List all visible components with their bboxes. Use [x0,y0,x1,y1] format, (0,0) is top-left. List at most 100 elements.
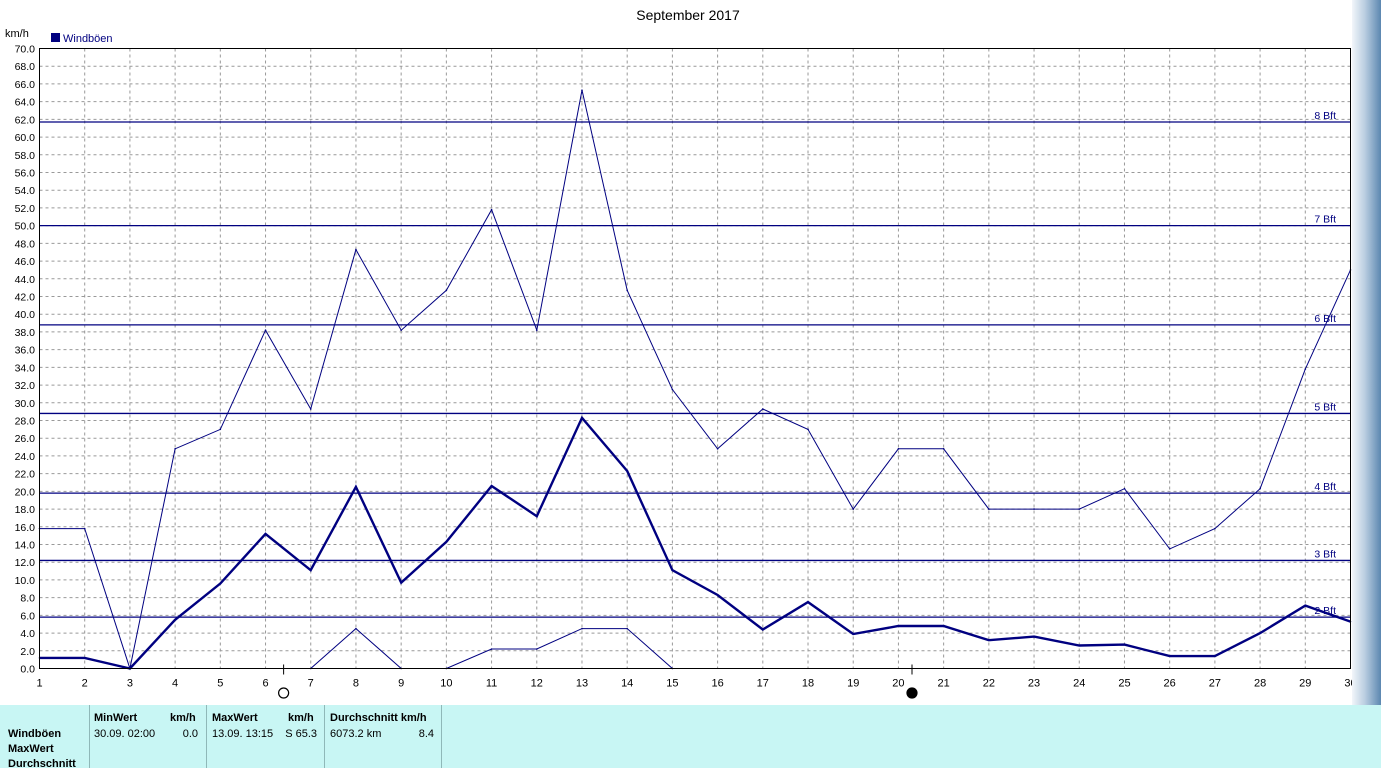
data-point-min [355,627,357,630]
data-point-average [1078,644,1081,647]
x-tick-label: 29 [1299,678,1311,690]
max-value: S 65.3 [285,728,317,740]
data-point-average [852,633,855,635]
data-point-average [535,515,538,517]
data-point-max [942,448,945,450]
x-tick-label: 26 [1164,678,1176,690]
y-tick-label: 0.0 [20,664,35,676]
y-tick-label: 36.0 [15,345,36,357]
series-line-average [39,415,1351,670]
max-header: MaxWert [212,712,258,724]
x-tick-label: 22 [983,678,995,690]
x-tick-label: 20 [892,678,904,690]
x-tick-label: 17 [757,678,769,690]
data-point-average [174,618,176,621]
data-point-max [626,289,628,292]
y-tick-label: 4.0 [20,628,35,640]
data-point-average [762,628,764,631]
x-tick-label: 27 [1209,678,1221,690]
avg-distance: 6073.2 km [330,728,382,740]
y-tick-label: 16.0 [15,522,36,534]
y-tick-label: 14.0 [15,540,36,552]
data-point-max [1078,508,1081,510]
data-point-max [309,408,312,410]
y-tick-label: 62.0 [15,114,36,126]
data-point-max [83,527,86,530]
y-tick-label: 40.0 [15,309,36,321]
y-tick-label: 20.0 [15,486,36,498]
data-point-max [581,89,583,91]
data-point-max [1259,487,1261,490]
y-tick-label: 26.0 [15,433,36,445]
data-point-average [716,594,719,596]
x-tick-label: 23 [1028,678,1040,690]
data-point-average [1304,604,1307,607]
x-tick-label: 7 [308,678,314,690]
x-tick-label: 1 [36,678,42,690]
data-point-max [1033,508,1035,510]
x-tick-label: 30 [1344,678,1352,690]
beaufort-label: 8 Bft [1314,110,1336,122]
data-point-max [1123,487,1126,490]
x-tick-label: 19 [847,678,859,690]
full-moon-icon [278,687,290,699]
y-tick-label: 48.0 [15,238,36,250]
legend-swatch [51,33,60,42]
series-lines [39,89,1351,671]
y-tick-label: 58.0 [15,150,36,162]
beaufort-label: 3 Bft [1314,548,1336,560]
y-tick-label: 2.0 [20,646,35,658]
beaufort-label: 5 Bft [1314,401,1336,413]
y-tick-label: 10.0 [15,575,36,587]
row-label-windboeen: Windböen [8,728,62,740]
x-tick-label: 14 [621,678,633,690]
data-point-average [264,533,267,535]
data-point-average [1033,635,1035,638]
min-datetime: 30.09. 02:00 [94,728,156,740]
max-datetime: 13.09. 13:15 [212,728,274,740]
data-point-min [581,627,583,630]
y-tick-label: 30.0 [15,398,36,410]
y-tick-label: 54.0 [15,185,36,197]
data-point-max [1214,527,1216,530]
series-line-max [39,89,1351,671]
data-point-max [219,428,222,431]
y-tick-label: 18.0 [15,504,36,516]
data-point-max [807,428,809,431]
min-unit: km/h [170,712,196,724]
plot-frame [39,48,1351,669]
x-tick-label: 12 [531,678,543,690]
data-point-average [219,582,222,585]
data-point-min [535,648,538,650]
data-point-average [671,569,674,571]
y-tick-label: 66.0 [15,79,36,91]
chart-title: September 2017 [636,7,740,23]
max-unit: km/h [288,712,314,724]
x-tick-label: 25 [1118,678,1130,690]
data-point-max [174,448,176,450]
y-tick-label: 60.0 [15,132,36,144]
x-tick-label: 6 [262,678,268,690]
min-header: MinWert [94,712,138,724]
data-point-average [309,569,312,571]
avg-value: 8.4 [418,728,434,740]
data-point-max [762,408,764,410]
y-tick-label: 50.0 [15,221,36,233]
y-tick-label: 46.0 [15,256,36,268]
legend-label: Windböen [63,33,113,45]
data-point-max [355,248,357,251]
data-point-average [83,657,86,659]
grid [39,48,1351,669]
y-tick-label: 64.0 [15,97,36,109]
new-moon-icon [906,687,918,699]
axes: 0.0 2.0 4.0 6.0 8.0 10.0 12.0 14.0 16.0 18.0 20.0 2… [15,44,1352,690]
beaufort-label: 4 Bft [1314,481,1336,493]
data-point-max [490,208,493,211]
y-tick-label: 28.0 [15,416,36,428]
data-point-max [1168,548,1171,550]
data-point-average [355,486,357,488]
y-tick-label: 6.0 [20,610,35,622]
y-tick-label: 44.0 [15,274,36,286]
beaufort-label: 6 Bft [1314,313,1336,325]
